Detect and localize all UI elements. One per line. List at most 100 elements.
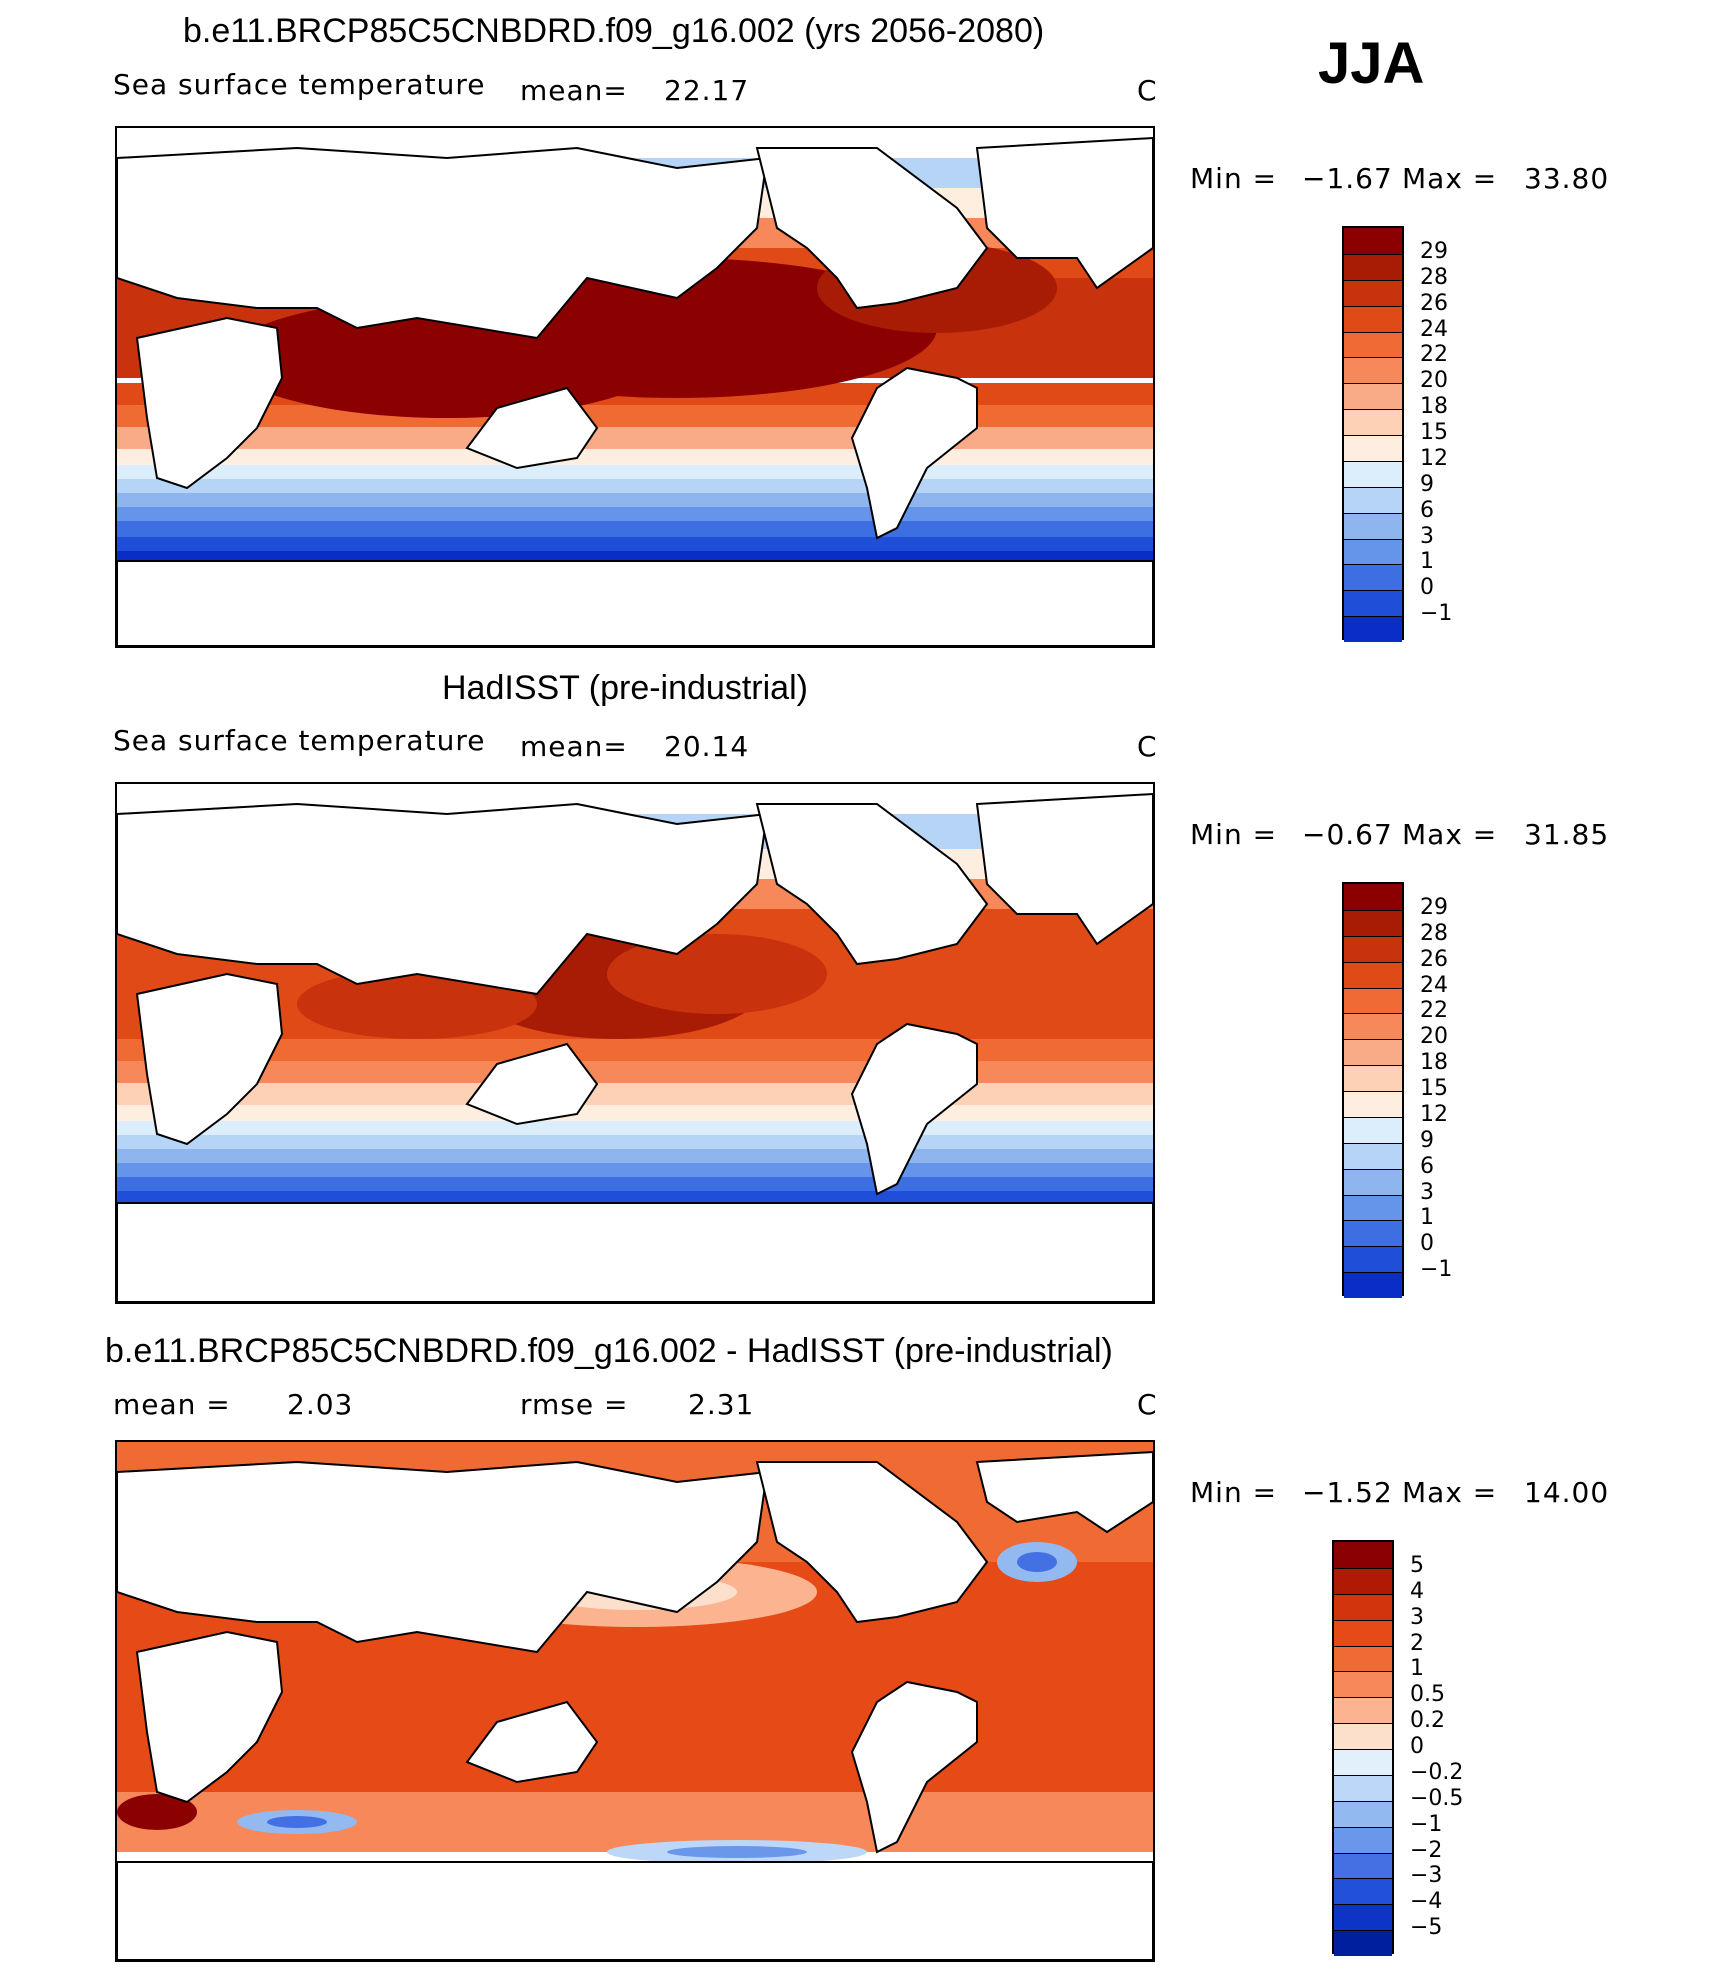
colorbar-swatch bbox=[1334, 1542, 1392, 1568]
colorbar-swatch bbox=[1344, 1116, 1402, 1143]
colorbar-tick-label: 6 bbox=[1420, 1153, 1434, 1179]
panel1-colorbar-swatches bbox=[1342, 226, 1404, 642]
panel3-title: b.e11.BRCP85C5CNBDRD.f09_g16.002 - HadIS… bbox=[105, 1332, 1113, 1370]
colorbar-swatch bbox=[1334, 1567, 1392, 1594]
panel3-colorbar-swatches bbox=[1332, 1540, 1394, 1956]
panel1-max-label: Max = bbox=[1402, 162, 1498, 195]
panel2-min-label: Min = bbox=[1190, 818, 1278, 851]
colorbar-tick-label: 20 bbox=[1420, 368, 1448, 394]
colorbar-tick-label: −2 bbox=[1410, 1837, 1443, 1863]
panel3-max-value: 14.00 bbox=[1524, 1476, 1610, 1509]
colorbar-swatch bbox=[1344, 228, 1402, 254]
colorbar-tick-label: −0.5 bbox=[1410, 1785, 1464, 1811]
colorbar-swatch bbox=[1344, 331, 1402, 358]
colorbar-tick-label: −4 bbox=[1410, 1889, 1443, 1915]
colorbar-swatch bbox=[1344, 1220, 1402, 1247]
colorbar-tick-label: 26 bbox=[1420, 290, 1448, 316]
colorbar-tick-label: −1 bbox=[1410, 1811, 1443, 1837]
colorbar-swatch bbox=[1344, 961, 1402, 988]
colorbar-tick-label: −1 bbox=[1420, 1257, 1453, 1283]
colorbar-swatch bbox=[1344, 1194, 1402, 1221]
colorbar-swatch bbox=[1334, 1852, 1392, 1879]
colorbar-tick-label: 6 bbox=[1420, 497, 1434, 523]
colorbar-tick-label: 0.5 bbox=[1410, 1682, 1445, 1708]
colorbar-swatch bbox=[1344, 460, 1402, 487]
colorbar-swatch bbox=[1344, 1091, 1402, 1117]
colorbar-tick-label: 28 bbox=[1420, 920, 1448, 946]
colorbar-tick-label: 1 bbox=[1420, 549, 1434, 575]
colorbar-tick-label: 12 bbox=[1420, 445, 1448, 471]
colorbar-tick-label: −3 bbox=[1410, 1863, 1443, 1889]
colorbar-tick-label: 5 bbox=[1410, 1552, 1424, 1578]
panel3-units: C bbox=[1137, 1388, 1158, 1421]
panel1-max-value: 33.80 bbox=[1524, 162, 1610, 195]
colorbar-swatch bbox=[1344, 884, 1402, 910]
colorbar-tick-label: 18 bbox=[1420, 1050, 1448, 1076]
colorbar-tick-label: 15 bbox=[1420, 1076, 1448, 1101]
colorbar-swatch bbox=[1334, 1749, 1392, 1775]
season-label: JJA bbox=[1318, 31, 1425, 96]
colorbar-swatch bbox=[1344, 357, 1402, 384]
colorbar-swatch bbox=[1344, 1142, 1402, 1169]
colorbar-tick-label: 26 bbox=[1420, 946, 1448, 972]
colorbar-tick-label: 3 bbox=[1420, 1179, 1434, 1205]
colorbar-swatch bbox=[1334, 1826, 1392, 1853]
colorbar-swatch bbox=[1334, 1619, 1392, 1646]
panel2-units: C bbox=[1137, 730, 1158, 763]
colorbar-swatch bbox=[1334, 1800, 1392, 1827]
colorbar-swatch bbox=[1334, 1671, 1392, 1698]
colorbar-swatch bbox=[1344, 1272, 1402, 1298]
panel1-mean-label: mean= bbox=[520, 74, 628, 107]
panel1-min-label: Min = bbox=[1190, 162, 1278, 195]
colorbar-swatch bbox=[1344, 590, 1402, 617]
panel2-max-value: 31.85 bbox=[1524, 818, 1610, 851]
colorbar-tick-label: 29 bbox=[1420, 894, 1448, 920]
colorbar-tick-label: 1 bbox=[1410, 1656, 1424, 1682]
panel3-mean-value: 2.03 bbox=[287, 1388, 354, 1421]
panel2-map bbox=[115, 782, 1155, 1304]
colorbar-tick-label: 0 bbox=[1420, 1231, 1434, 1257]
colorbar-swatch bbox=[1334, 1904, 1392, 1931]
colorbar-tick-label: 20 bbox=[1420, 1024, 1448, 1050]
panel2-map-svg bbox=[117, 784, 1153, 1302]
panel1-units: C bbox=[1137, 74, 1158, 107]
panel2-variable-label: Sea surface temperature bbox=[113, 724, 486, 757]
panel2-min-value: −0.67 bbox=[1302, 818, 1393, 851]
colorbar-tick-label: 9 bbox=[1420, 1127, 1434, 1153]
panel1-map bbox=[115, 126, 1155, 648]
colorbar-tick-label: 3 bbox=[1410, 1604, 1424, 1630]
panel3-max-label: Max = bbox=[1402, 1476, 1498, 1509]
colorbar-swatch bbox=[1344, 1013, 1402, 1040]
colorbar-tick-label: 15 bbox=[1420, 420, 1448, 445]
panel1-mean-value: 22.17 bbox=[664, 74, 750, 107]
panel2-mean-value: 20.14 bbox=[664, 730, 750, 763]
colorbar-swatch bbox=[1344, 305, 1402, 332]
colorbar-swatch bbox=[1344, 1246, 1402, 1273]
colorbar-tick-label: −0.2 bbox=[1410, 1759, 1464, 1785]
colorbar-tick-label: 29 bbox=[1420, 238, 1448, 264]
panel3-map-svg bbox=[117, 1442, 1153, 1960]
colorbar-swatch bbox=[1334, 1878, 1392, 1905]
panel1-map-svg bbox=[117, 128, 1153, 646]
panel1-min-value: −1.67 bbox=[1302, 162, 1393, 195]
colorbar-swatch bbox=[1344, 435, 1402, 461]
colorbar-tick-label: 22 bbox=[1420, 998, 1448, 1024]
colorbar-swatch bbox=[1334, 1697, 1392, 1724]
panel3-map bbox=[115, 1440, 1155, 1962]
colorbar-swatch bbox=[1344, 512, 1402, 539]
colorbar-tick-label: 0 bbox=[1410, 1734, 1424, 1759]
colorbar-swatch bbox=[1344, 253, 1402, 280]
colorbar-tick-label: −1 bbox=[1420, 601, 1453, 627]
colorbar-swatch bbox=[1344, 383, 1402, 410]
colorbar-swatch bbox=[1334, 1593, 1392, 1620]
colorbar-tick-label: 12 bbox=[1420, 1101, 1448, 1127]
colorbar-swatch bbox=[1344, 1168, 1402, 1195]
panel2-max-label: Max = bbox=[1402, 818, 1498, 851]
panel1-title: b.e11.BRCP85C5CNBDRD.f09_g16.002 (yrs 20… bbox=[183, 12, 1045, 50]
colorbar-tick-label: 4 bbox=[1410, 1578, 1424, 1604]
colorbar-tick-label: 3 bbox=[1420, 523, 1434, 549]
colorbar-tick-label: 24 bbox=[1420, 972, 1448, 998]
colorbar-swatch bbox=[1334, 1774, 1392, 1801]
colorbar-swatch bbox=[1344, 279, 1402, 306]
panel2-mean-label: mean= bbox=[520, 730, 628, 763]
